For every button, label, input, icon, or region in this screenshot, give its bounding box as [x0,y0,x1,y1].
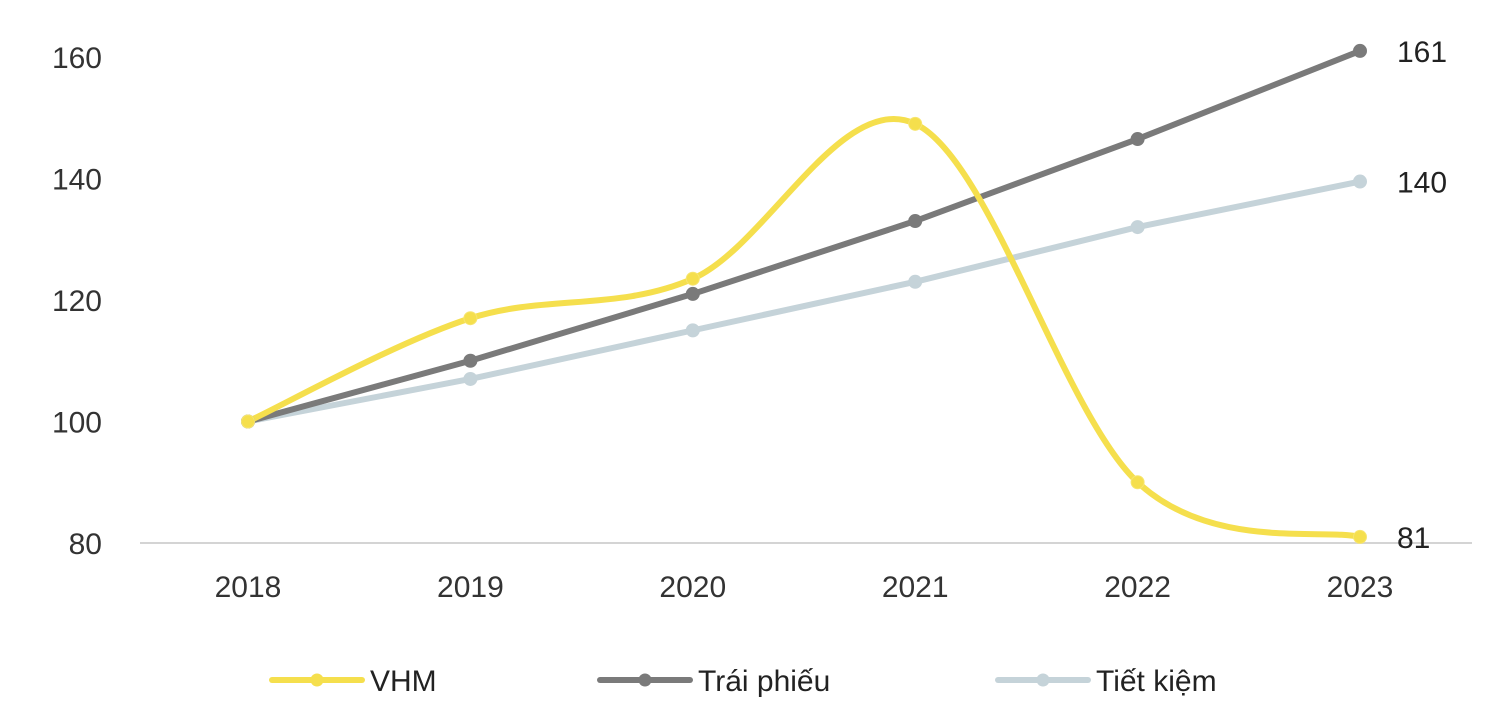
legend-marker-tiet-kiem [1036,673,1050,687]
point-tiet-kiem-2019 [463,371,478,386]
series-points [241,43,1367,544]
series-line-trai-phieu [245,47,1363,425]
end-label-vhm: 81 [1397,522,1430,555]
series-line-tiet-kiem [245,178,1363,425]
end-label-trai-phieu: 161 [1397,36,1447,69]
point-vhm-2022 [1130,475,1145,490]
x-tick-label-2022: 2022 [1104,571,1171,604]
point-tiet-kiem-2022 [1130,220,1145,235]
point-vhm-2019 [463,311,478,326]
x-tick-label-2018: 2018 [215,571,282,604]
point-trai-phieu-2022 [1130,132,1145,147]
legend-marker-vhm [310,673,324,687]
point-tiet-kiem-2020 [685,323,700,338]
end-labels: 81 161 140 [1397,36,1447,555]
legend-marker-trai-phieu [638,673,652,687]
point-vhm-2020 [685,271,700,286]
point-vhm-2018 [241,414,255,429]
x-axis-ticks: 2018 2019 2020 2021 2022 2023 [215,571,1394,604]
point-trai-phieu-2023 [1353,43,1367,58]
y-tick-label-100: 100 [52,407,102,440]
end-label-tiet-kiem: 140 [1397,167,1447,200]
x-tick-label-2023: 2023 [1327,571,1394,604]
point-trai-phieu-2020 [685,286,700,301]
point-vhm-2021 [908,116,923,131]
series-line-vhm [245,116,1363,540]
y-axis-ticks: 80 100 120 140 160 [52,42,102,561]
y-tick-label-140: 140 [52,164,102,197]
point-trai-phieu-2021 [908,214,923,229]
x-tick-label-2020: 2020 [659,571,726,604]
x-tick-label-2021: 2021 [882,571,949,604]
y-tick-label-120: 120 [52,285,102,318]
point-trai-phieu-2019 [463,353,478,368]
legend-label-trai-phieu: Trái phiếu [698,665,830,698]
x-tick-label-2019: 2019 [437,571,504,604]
legend: VHM Trái phiếu Tiết kiệm [269,665,1217,698]
point-tiet-kiem-2023 [1353,174,1367,189]
point-vhm-2023 [1353,529,1367,544]
point-tiet-kiem-2021 [908,274,923,289]
legend-label-vhm: VHM [370,665,437,698]
y-tick-label-80: 80 [69,528,102,561]
legend-label-tiet-kiem: Tiết kiệm [1096,665,1217,698]
y-tick-label-160: 160 [52,42,102,75]
series-lines [245,47,1363,540]
